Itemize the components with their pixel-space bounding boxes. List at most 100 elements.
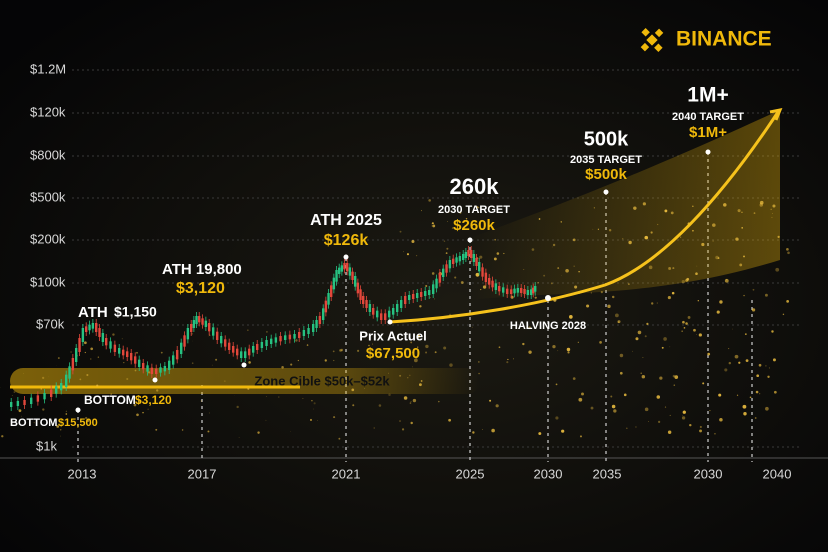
sparkle [716, 310, 720, 314]
sparkle [528, 326, 531, 329]
sparkle [142, 411, 144, 414]
sparkle [133, 403, 137, 407]
candle [448, 260, 452, 269]
sparkle [736, 394, 739, 396]
points [75, 149, 711, 413]
sparkle [672, 267, 675, 270]
sparkle [773, 390, 777, 394]
sparkle [557, 350, 559, 352]
sparkle [407, 377, 409, 379]
candle [172, 355, 175, 365]
candle [224, 339, 227, 347]
candle [332, 277, 336, 290]
sparkle [661, 346, 664, 349]
candle [236, 348, 239, 356]
sparkle [578, 397, 583, 402]
sparkle [561, 429, 565, 433]
sparkle [573, 265, 575, 267]
sparkle [306, 344, 309, 346]
sparkle [718, 393, 722, 397]
sparkle [388, 372, 389, 374]
sparkle [613, 409, 617, 413]
sparkle [771, 216, 773, 219]
candle [472, 254, 476, 262]
sparkle [756, 374, 760, 378]
sparkle [123, 361, 125, 364]
sparkle [635, 426, 637, 428]
sparkle [680, 236, 682, 238]
sparkle [411, 366, 413, 368]
sparkle [70, 351, 72, 353]
sparkle [60, 435, 61, 437]
sparkle [192, 340, 193, 342]
sparkle [581, 392, 584, 396]
candle [462, 254, 465, 260]
sparkle [567, 351, 570, 354]
sparkle [642, 202, 646, 206]
sparkle [345, 381, 349, 384]
sparkle [446, 247, 449, 250]
target-zone [10, 368, 480, 394]
sparkle [754, 417, 757, 419]
candle [134, 356, 137, 364]
candle [523, 289, 526, 294]
sparkle [681, 416, 686, 420]
sparkle [425, 284, 428, 288]
sparkle [403, 396, 408, 400]
sparkle [715, 255, 719, 260]
candle [467, 250, 470, 256]
sparkle [574, 285, 578, 289]
sparkle [155, 428, 158, 431]
sparkle [623, 393, 627, 397]
sparkle [538, 432, 542, 436]
sparkle [507, 358, 509, 361]
sparkle [215, 358, 218, 361]
candle [186, 328, 190, 340]
sparkle [572, 238, 576, 242]
sparkle [409, 402, 412, 404]
x-label: 2013 [68, 466, 97, 481]
candle [384, 313, 387, 320]
sparkle [313, 408, 315, 410]
candle [55, 386, 58, 394]
sparkle [560, 221, 562, 223]
sparkle [724, 368, 728, 372]
candle [155, 368, 158, 374]
sparkle [85, 416, 88, 420]
candle [359, 289, 362, 300]
sparkle [667, 430, 672, 434]
sparkle [728, 348, 730, 350]
sparkle [56, 425, 60, 428]
candle [534, 286, 537, 292]
candle [198, 316, 201, 323]
candle [416, 293, 419, 298]
candle [256, 344, 259, 350]
candle [244, 351, 247, 358]
candle [484, 272, 488, 282]
sparkle [743, 294, 745, 297]
sparkle [418, 383, 422, 387]
candle [228, 342, 231, 350]
candle [36, 395, 40, 402]
sparkle [787, 251, 790, 255]
sparkle [432, 224, 436, 228]
sparkle [90, 358, 92, 360]
candle [88, 324, 91, 331]
sparkle [475, 272, 480, 277]
sparkle [494, 238, 497, 241]
sparkle [420, 210, 422, 212]
candle [65, 374, 68, 387]
sparkle [40, 388, 42, 390]
candle [78, 338, 81, 352]
sparkle [600, 291, 603, 294]
sparkle [749, 396, 752, 399]
annotation: $1M+ [689, 124, 727, 141]
annotation: 1M+ [687, 84, 728, 107]
candle [428, 290, 431, 295]
y-label: $500k [30, 189, 66, 204]
sparkle [674, 375, 679, 379]
candle [432, 284, 435, 294]
sparkle [772, 204, 776, 208]
candle [312, 324, 315, 332]
sparkle [278, 396, 280, 398]
